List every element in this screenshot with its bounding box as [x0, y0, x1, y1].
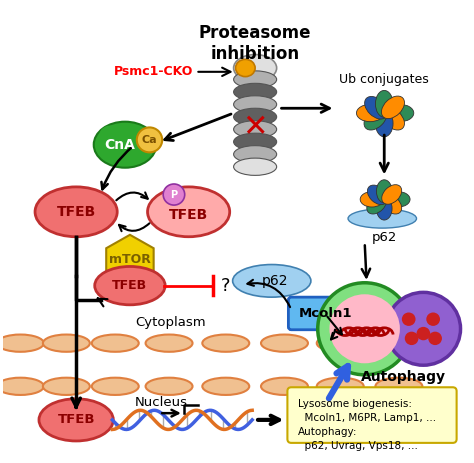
Ellipse shape: [234, 121, 277, 138]
Text: Mcoln1: Mcoln1: [299, 307, 352, 320]
Text: Ca: Ca: [142, 135, 157, 145]
Ellipse shape: [375, 90, 393, 117]
Circle shape: [127, 125, 146, 144]
Ellipse shape: [94, 122, 156, 168]
Text: P: P: [170, 189, 177, 200]
Text: Autophagy: Autophagy: [361, 370, 447, 384]
Ellipse shape: [382, 194, 401, 214]
Ellipse shape: [356, 105, 384, 122]
Circle shape: [137, 127, 162, 152]
Ellipse shape: [35, 187, 117, 237]
Ellipse shape: [375, 110, 393, 137]
Ellipse shape: [234, 133, 277, 150]
Ellipse shape: [92, 335, 139, 352]
Ellipse shape: [202, 335, 249, 352]
Text: Proteasome
inhibition: Proteasome inhibition: [199, 24, 311, 63]
Text: TFEB: TFEB: [57, 413, 95, 426]
Circle shape: [99, 125, 122, 149]
Ellipse shape: [95, 267, 165, 305]
Ellipse shape: [234, 146, 277, 163]
Text: TFEB: TFEB: [112, 279, 147, 292]
Ellipse shape: [202, 378, 249, 395]
Ellipse shape: [376, 180, 392, 203]
Text: Psmc1-CKO: Psmc1-CKO: [114, 65, 193, 78]
Text: Lysosome biogenesis:
  Mcoln1, M6PR, Lamp1, ...
Autophagy:
  p62, Uvrag, Vps18, : Lysosome biogenesis: Mcoln1, M6PR, Lamp1…: [298, 399, 436, 451]
Ellipse shape: [365, 96, 388, 119]
Ellipse shape: [233, 264, 311, 297]
Ellipse shape: [234, 83, 277, 100]
Ellipse shape: [234, 71, 277, 88]
Circle shape: [329, 294, 400, 363]
Circle shape: [163, 184, 185, 205]
Circle shape: [402, 313, 416, 326]
Text: p62: p62: [372, 231, 397, 244]
FancyBboxPatch shape: [287, 387, 456, 443]
Ellipse shape: [261, 378, 308, 395]
Ellipse shape: [360, 192, 383, 207]
Ellipse shape: [375, 335, 422, 352]
Ellipse shape: [382, 185, 401, 204]
Ellipse shape: [234, 158, 277, 175]
Circle shape: [428, 332, 442, 345]
Ellipse shape: [147, 187, 230, 237]
Text: Ub conjugates: Ub conjugates: [339, 73, 429, 86]
Ellipse shape: [39, 399, 113, 441]
Circle shape: [131, 141, 148, 158]
Ellipse shape: [317, 335, 364, 352]
Circle shape: [426, 313, 440, 326]
Ellipse shape: [367, 194, 387, 214]
Text: ?: ?: [221, 276, 230, 294]
Text: CnA: CnA: [105, 138, 136, 152]
Ellipse shape: [43, 335, 90, 352]
Circle shape: [318, 283, 411, 375]
Text: ✕: ✕: [242, 113, 268, 142]
Ellipse shape: [234, 108, 277, 125]
Text: mTOR: mTOR: [109, 253, 151, 266]
Text: Nucleus: Nucleus: [135, 396, 188, 409]
Ellipse shape: [387, 192, 410, 207]
Ellipse shape: [146, 335, 192, 352]
Text: TFEB: TFEB: [56, 205, 96, 219]
Ellipse shape: [376, 197, 392, 220]
Ellipse shape: [146, 378, 192, 395]
Text: p62: p62: [262, 274, 288, 288]
Text: TFEB: TFEB: [169, 208, 208, 222]
Ellipse shape: [92, 378, 139, 395]
Ellipse shape: [317, 378, 364, 395]
FancyBboxPatch shape: [288, 297, 363, 330]
Ellipse shape: [382, 107, 404, 130]
Ellipse shape: [348, 209, 417, 228]
Circle shape: [386, 292, 461, 365]
Circle shape: [405, 332, 419, 345]
Ellipse shape: [43, 378, 90, 395]
Ellipse shape: [0, 335, 44, 352]
Ellipse shape: [364, 107, 387, 130]
Ellipse shape: [386, 105, 414, 122]
Ellipse shape: [375, 378, 422, 395]
Ellipse shape: [0, 378, 44, 395]
Ellipse shape: [236, 59, 255, 76]
Ellipse shape: [367, 185, 387, 205]
Circle shape: [108, 147, 127, 166]
Ellipse shape: [261, 335, 308, 352]
Ellipse shape: [234, 96, 277, 113]
Ellipse shape: [382, 96, 404, 119]
Text: Cytoplasm: Cytoplasm: [135, 316, 205, 329]
Ellipse shape: [234, 55, 277, 81]
Circle shape: [417, 327, 430, 340]
